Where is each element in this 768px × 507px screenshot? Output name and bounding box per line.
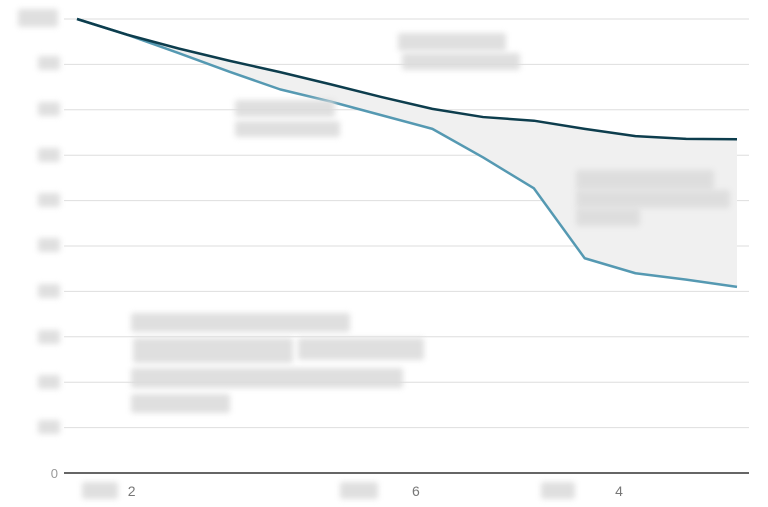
redacted-tick — [38, 193, 60, 207]
redacted-tick — [38, 375, 60, 389]
x-tick-labels: 2 6 4 — [128, 483, 623, 499]
redacted-annotation — [576, 170, 714, 190]
x-tick-label: 4 — [615, 483, 623, 499]
redacted-annotation — [402, 53, 520, 70]
redacted-annotation — [133, 338, 293, 363]
redacted-tick — [340, 482, 378, 499]
series-line-lower — [76, 17, 738, 289]
gap-shaded-area — [77, 19, 737, 287]
redacted-annotation — [131, 368, 403, 388]
redacted-annotation — [398, 33, 506, 51]
redacted-tick — [38, 148, 60, 162]
redacted-tick — [38, 238, 60, 252]
redacted-annotation — [298, 338, 424, 360]
redacted-annotation — [235, 100, 335, 117]
redacted-tick — [18, 9, 58, 27]
redacted-tick — [38, 102, 60, 116]
redacted-annotation — [576, 190, 730, 208]
redacted-tick — [38, 56, 60, 70]
series-line-upper — [76, 17, 738, 141]
redacted-tick — [38, 284, 60, 298]
y-tick-labels: 0 — [51, 466, 58, 481]
x-tick-label: 2 — [128, 483, 136, 499]
redacted-annotation — [576, 208, 640, 226]
y-tick-label: 0 — [51, 466, 58, 481]
redacted-tick — [82, 482, 118, 499]
redacted-tick — [541, 482, 575, 499]
series-lines — [76, 17, 738, 289]
redacted-annotation — [131, 394, 230, 413]
x-tick-label: 6 — [412, 483, 420, 499]
redacted-tick — [38, 330, 60, 344]
redacted-annotation — [131, 313, 350, 332]
redacted-tick — [38, 420, 60, 434]
redacted-annotation — [235, 121, 340, 137]
